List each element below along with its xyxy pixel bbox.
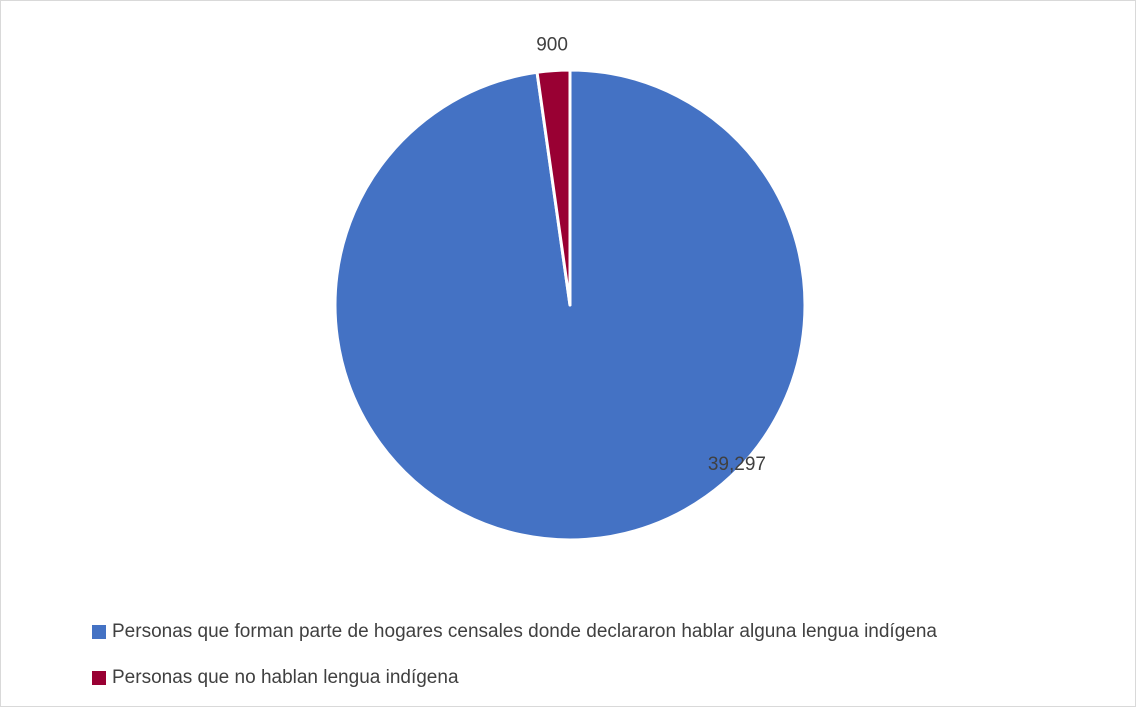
pie-slice-no-hablantes <box>535 68 572 307</box>
data-label-hablantes: 39,297 <box>708 454 766 475</box>
legend-label-no-hablantes: Personas que no hablan lengua indígena <box>112 666 459 688</box>
legend-item-hablantes: Personas que forman parte de hogares cen… <box>92 618 937 645</box>
legend-swatch-no-hablantes <box>92 670 106 685</box>
legend-swatch-hablantes <box>92 624 106 639</box>
legend-label-hablantes: Personas que forman parte de hogares cen… <box>112 620 937 642</box>
data-label-no-hablantes: 900 <box>536 35 568 56</box>
legend-item-no-hablantes: Personas que no hablan lengua indígena <box>92 664 937 691</box>
legend: Personas que forman parte de hogares cen… <box>92 618 937 710</box>
